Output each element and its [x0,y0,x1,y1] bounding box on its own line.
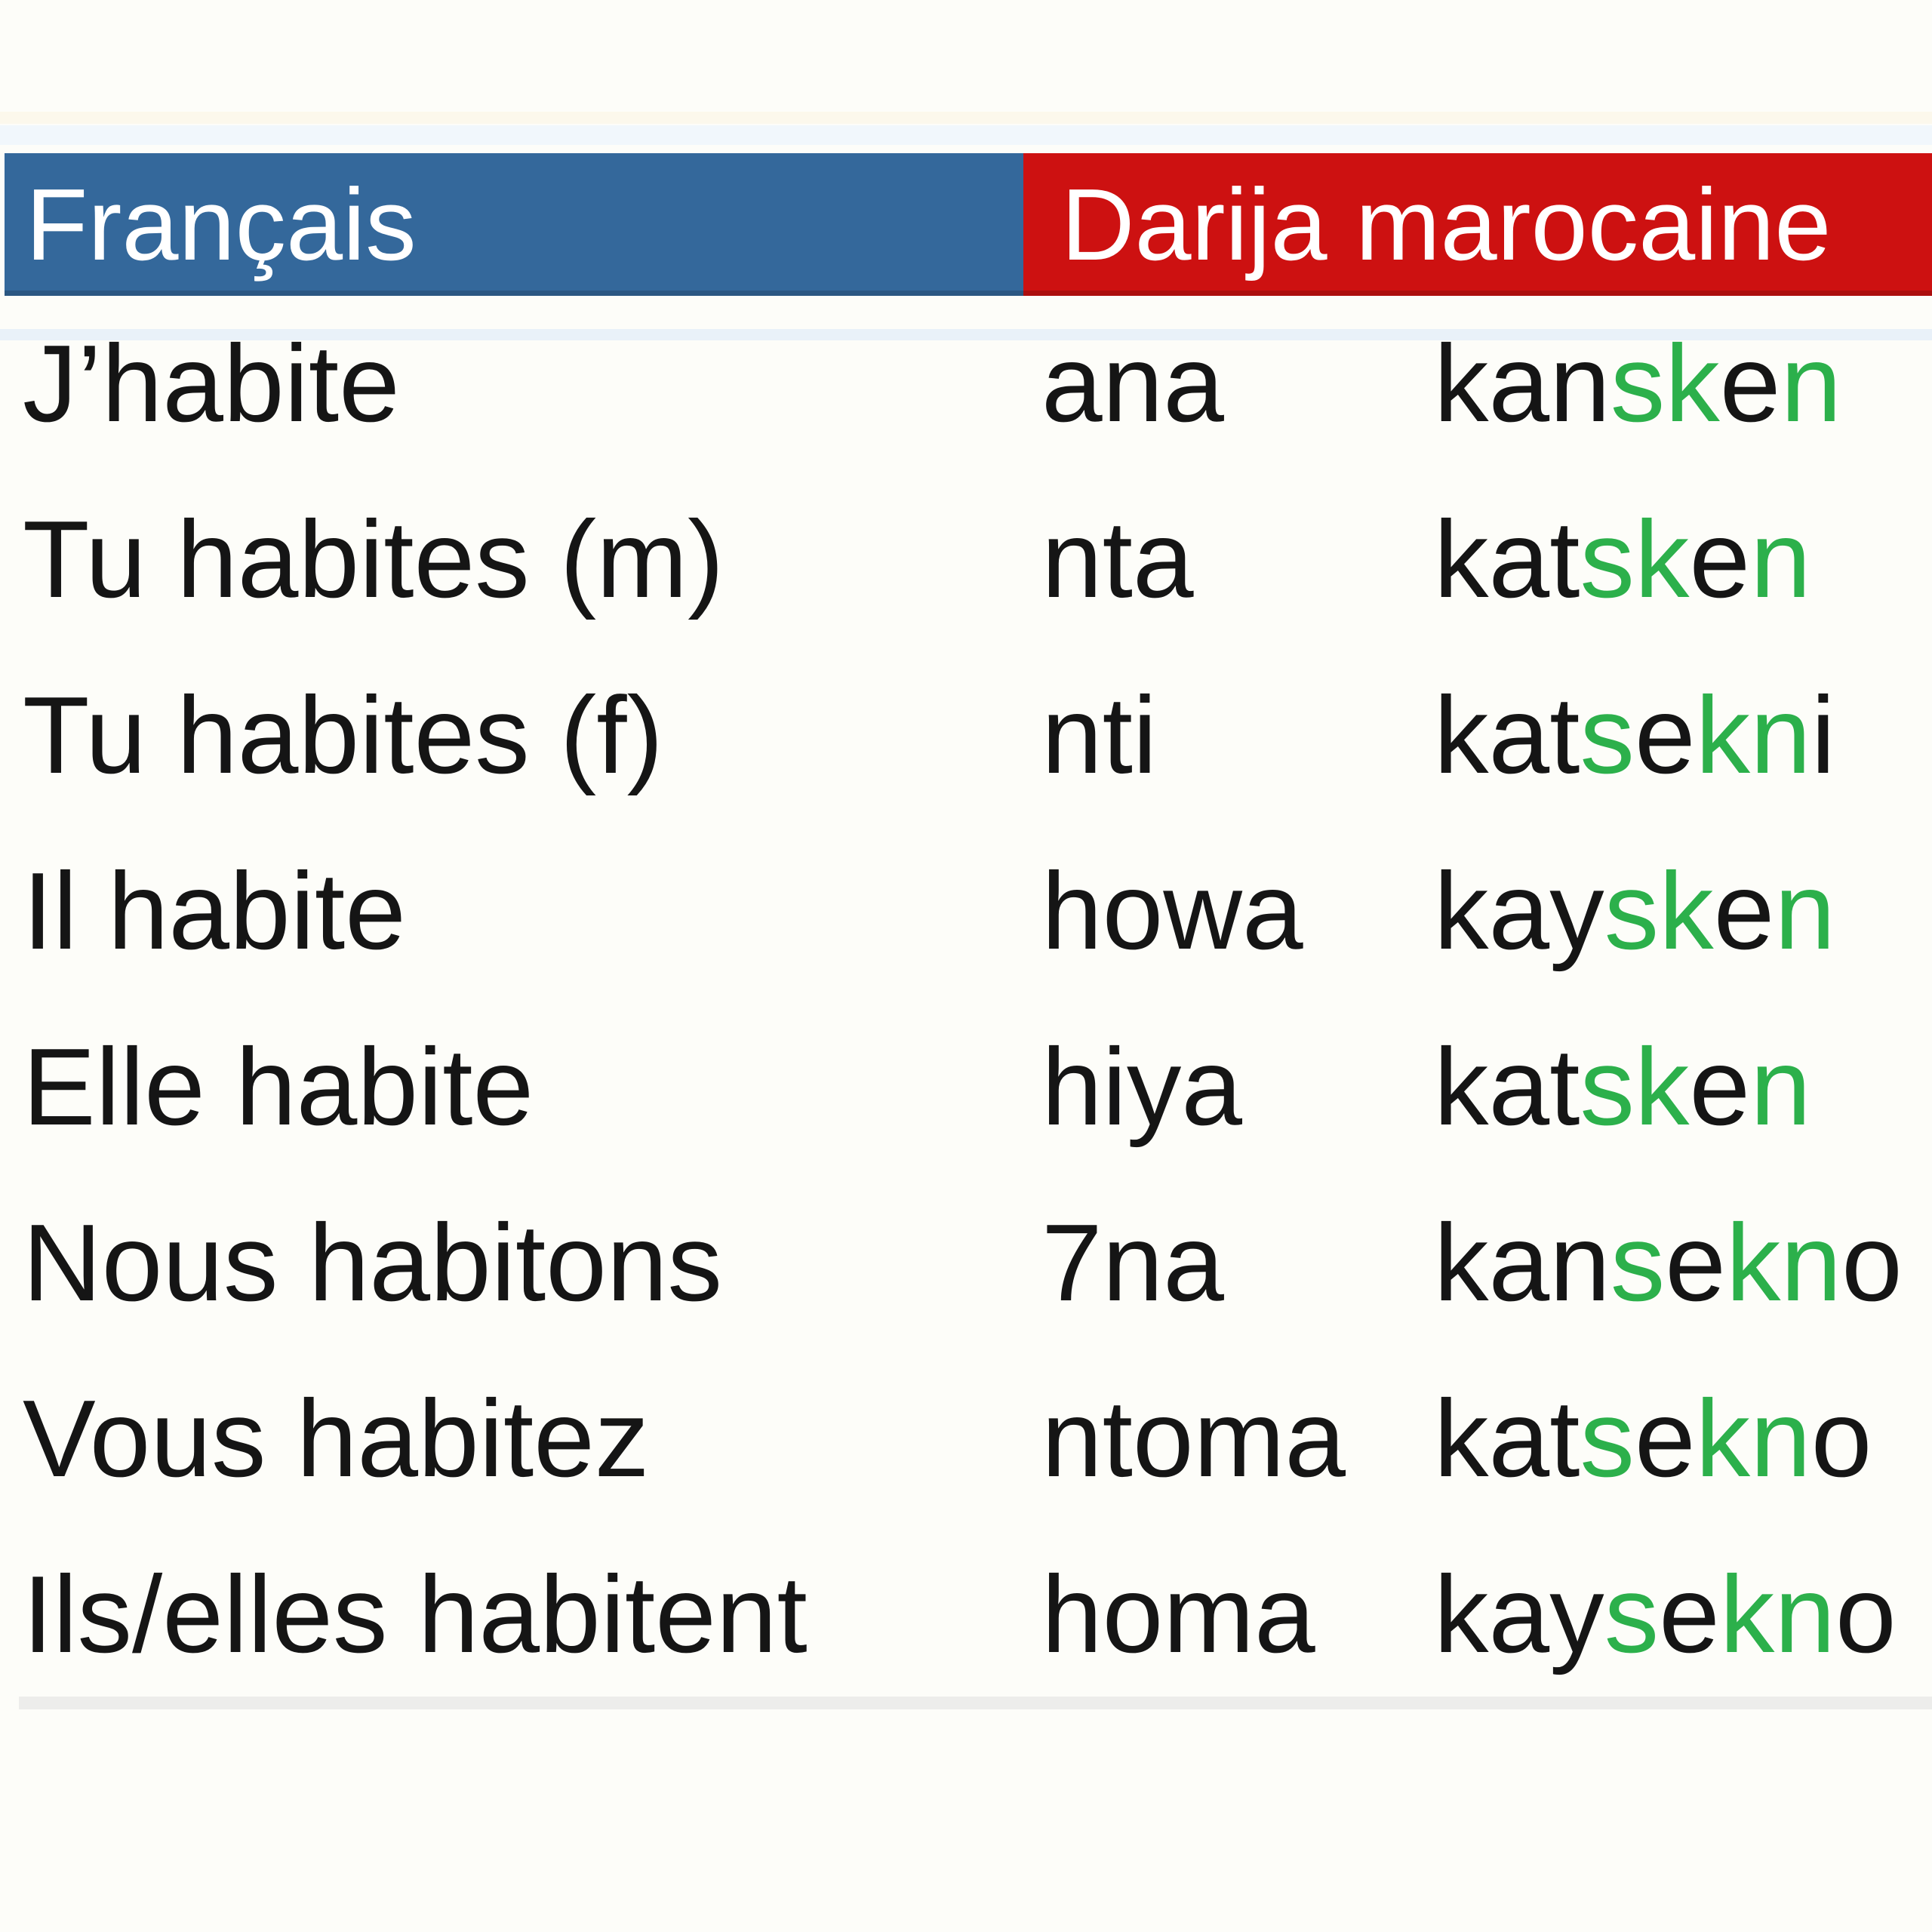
verb-root-letters: sk [1580,498,1690,620]
darija-verb: katsken [1434,505,1932,614]
column-header-francais: Français [5,153,1023,296]
verb-root-letters: kn [1725,1201,1842,1324]
table-row: Vous habitez ntoma katsekno [0,1351,1932,1527]
verb-letters: e [1659,1553,1720,1675]
french-phrase: Tu habites (f) [23,674,663,796]
verb-root-letters: sk [1580,1026,1690,1148]
verb-letters: kan [1434,1201,1611,1324]
verb-root-letters: n [1750,1026,1811,1148]
french-phrase: Elle habite [23,1026,534,1148]
verb-letters: e [1689,498,1751,620]
column-header-darija: Darija marocaine [1023,153,1932,296]
darija-verb: katsekno [1434,1384,1932,1494]
verb-root-letters: kn [1695,674,1811,796]
darija-verb: kansken [1434,329,1932,438]
french-phrase: J’habite [23,322,400,445]
verb-letters: kat [1434,674,1580,796]
darija-pronoun: 7na [1041,1201,1224,1324]
verb-root-letters: n [1780,322,1842,445]
verb-root-letters: n [1750,498,1811,620]
decorative-stripe-cream [0,112,1932,124]
header-underline-stripe [0,329,1932,340]
darija-verb: kaysekno [1434,1560,1932,1669]
verb-root-letters: s [1610,1201,1666,1324]
verb-letters: i [1810,674,1835,796]
verb-root-letters: kn [1719,1553,1835,1675]
verb-letters: e [1719,322,1781,445]
verb-letters: o [1841,1201,1903,1324]
darija-pronoun: ntoma [1041,1377,1346,1500]
verb-letters: e [1634,1377,1696,1500]
verb-letters: kat [1434,1026,1580,1148]
verb-root-letters: sk [1610,322,1720,445]
verb-root-letters: s [1580,674,1635,796]
verb-letters: o [1810,1377,1872,1500]
darija-pronoun: nta [1041,498,1194,620]
verb-letters: e [1665,1201,1726,1324]
darija-verb: katsken [1434,1032,1932,1142]
verb-letters: kat [1434,1377,1580,1500]
verb-letters: e [1634,674,1696,796]
table-row: Tu habites (m) nta katsken [0,472,1932,648]
darija-verb: katsekni [1434,681,1932,790]
verb-root-letters: sk [1604,850,1714,972]
table-row: Elle habite hiya katsken [0,999,1932,1175]
darija-pronoun: howa [1041,850,1303,972]
table-row: Tu habites (f) nti katsekni [0,648,1932,823]
table-row: Nous habitons 7na kansekno [0,1175,1932,1351]
french-phrase: Tu habites (m) [23,498,724,620]
verb-letters: kat [1434,498,1580,620]
decorative-stripe-blue [0,125,1932,145]
verb-letters: kay [1434,850,1604,972]
verb-root-letters: kn [1695,1377,1811,1500]
darija-pronoun: homa [1041,1553,1315,1675]
french-phrase: Il habite [23,850,406,972]
table-row: Il habite howa kaysken [0,823,1932,999]
darija-pronoun: nti [1041,674,1158,796]
darija-verb: kaysken [1434,857,1932,966]
table-row: J’habite ana kansken [0,296,1932,472]
verb-letters: e [1689,1026,1751,1148]
darija-pronoun: ana [1041,322,1224,445]
darija-verb: kansekno [1434,1208,1932,1318]
verb-letters: o [1835,1553,1897,1675]
french-phrase: Nous habitons [23,1201,722,1324]
bottom-divider [19,1697,1932,1709]
table-row: Ils/elles habitent homa kaysekno [0,1527,1932,1703]
verb-root-letters: s [1580,1377,1635,1500]
french-phrase: Ils/elles habitent [23,1553,808,1675]
verb-root-letters: s [1604,1553,1660,1675]
table-header-row: Français Darija marocaine [5,153,1932,296]
verb-letters: kan [1434,322,1611,445]
french-phrase: Vous habitez [23,1377,650,1500]
verb-letters: kay [1434,1553,1604,1675]
verb-root-letters: n [1774,850,1835,972]
conjugation-table-body: J’habite ana kansken Tu habites (m) nta … [0,296,1932,1703]
darija-pronoun: hiya [1041,1026,1242,1148]
verb-letters: e [1713,850,1775,972]
